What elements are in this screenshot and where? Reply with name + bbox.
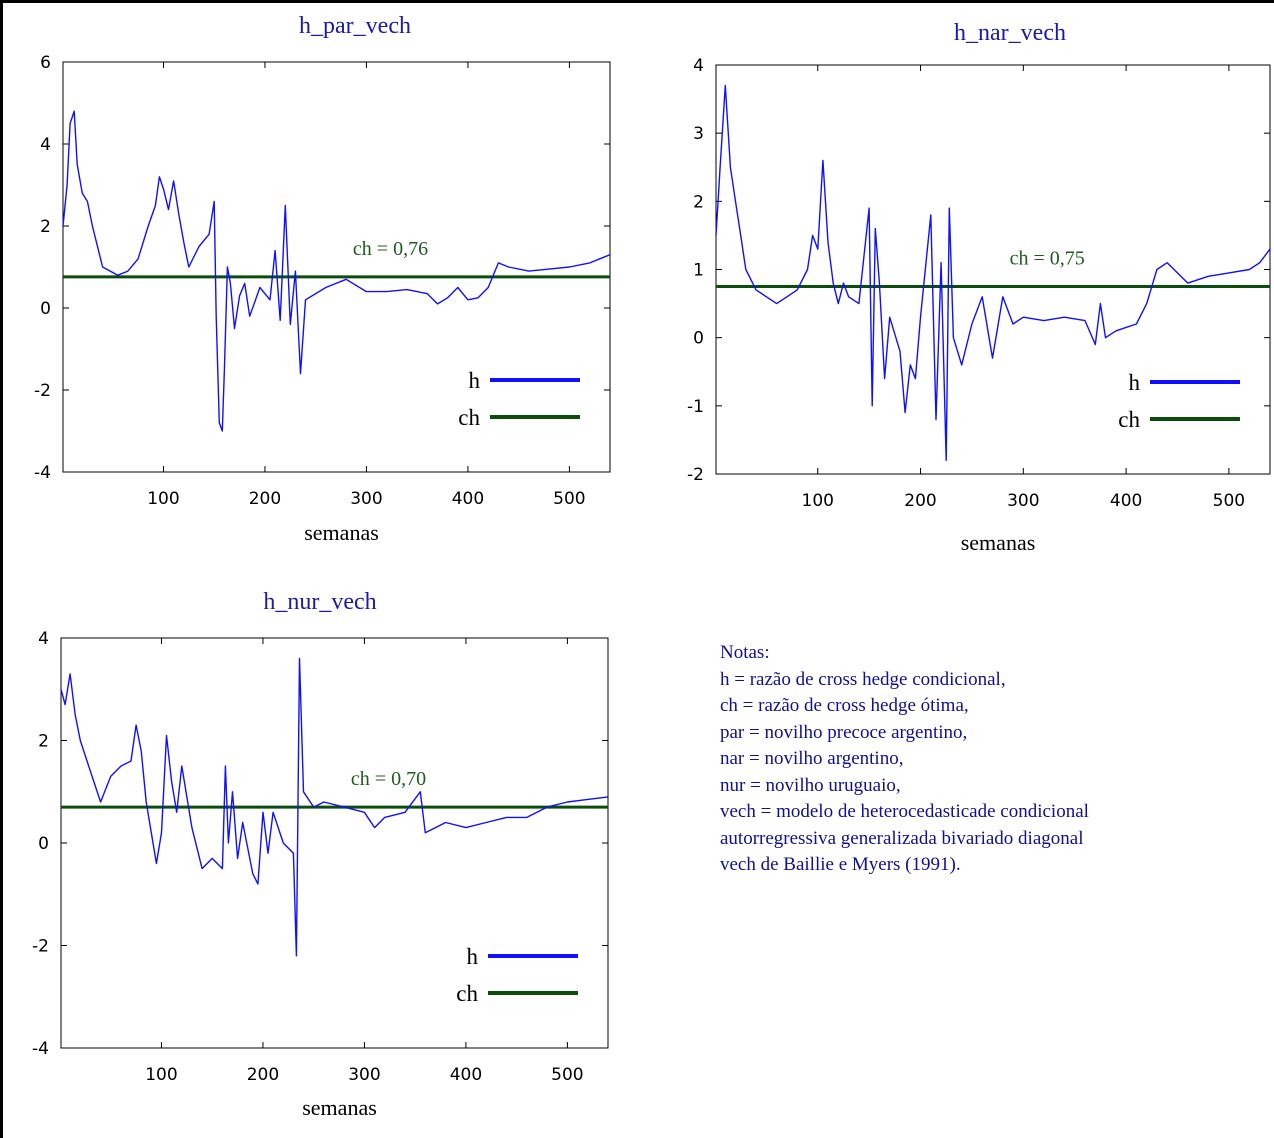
y-tick-label: -1	[687, 397, 704, 417]
y-tick-label: 0	[38, 834, 49, 854]
legend-label-ch: ch	[458, 405, 480, 430]
notes-line: ch = razão de cross hedge ótima,	[720, 695, 969, 716]
x-tick-label: 400	[452, 489, 484, 509]
notes-line: nar = novilho argentino,	[720, 748, 904, 769]
x-tick-label: 100	[145, 1065, 177, 1085]
x-axis-label: semanas	[961, 530, 1036, 555]
chart-h_par_vech: h_par_vech -4 -2 0 2 4 6 100 200 300 400 500 semanas…	[34, 13, 611, 545]
h-series-line	[60, 657, 609, 957]
y-tick-label: 1	[693, 261, 704, 281]
x-axis-label: semanas	[302, 1095, 377, 1120]
y-tick-label: 0	[40, 299, 51, 319]
ch-value-label: ch = 0,76	[353, 238, 428, 260]
y-tick-label: -2	[687, 465, 704, 485]
plot-frame	[60, 637, 609, 1049]
plot-frame	[715, 64, 1271, 475]
y-tick-label: -2	[34, 381, 51, 401]
notes-line: h = razão de cross hedge condicional,	[720, 668, 1006, 690]
x-axis-label: semanas	[304, 520, 379, 545]
ch-value-label: ch = 0,75	[1010, 248, 1085, 270]
x-tick-label: 500	[551, 1065, 583, 1085]
y-tick-label: -4	[32, 1039, 49, 1059]
x-tick-label: 100	[147, 489, 179, 509]
y-tick-label: 4	[38, 629, 49, 649]
chart-title: h_nur_vech	[263, 589, 376, 615]
legend-label-ch: ch	[456, 981, 478, 1006]
x-tick-label: 400	[1110, 491, 1142, 511]
chart-title: h_nar_vech	[954, 20, 1066, 46]
y-tick-label: 2	[38, 732, 49, 752]
y-tick-label: 3	[693, 124, 704, 144]
h-series-line	[62, 110, 611, 432]
y-tick-label: 6	[40, 53, 51, 73]
x-tick-label: 200	[249, 489, 281, 509]
notes-line: nur = novilho uruguaio,	[720, 774, 901, 796]
plot-frame	[62, 61, 611, 473]
notes-heading: Notas:	[720, 642, 770, 663]
y-tick-label: -2	[32, 937, 49, 957]
y-tick-label: 4	[40, 135, 51, 155]
notes-line: vech = modelo de heterocedasticade condi…	[720, 801, 1089, 822]
y-tick-label: 2	[40, 217, 51, 237]
chart-h_nar_vech: h_nar_vech -2 -1 0 1 2 3 4 100 200 300 400 500 semana…	[687, 20, 1271, 555]
legend-label-ch: ch	[1118, 407, 1140, 432]
notes-line: vech de Baillie e Myers (1991).	[720, 854, 961, 875]
chart-title: h_par_vech	[299, 13, 411, 39]
y-tick-label: 2	[693, 192, 704, 212]
y-tick-label: 4	[693, 56, 704, 76]
y-tick-label: 0	[693, 329, 704, 349]
x-tick-label: 100	[802, 491, 834, 511]
x-tick-label: 300	[348, 1065, 380, 1085]
notes-line: autorregressiva generalizada bivariado d…	[720, 827, 1084, 849]
h-series-line	[715, 84, 1271, 462]
x-tick-label: 300	[1007, 491, 1039, 511]
ch-value-label: ch = 0,70	[351, 768, 426, 790]
notes-line: par = novilho precoce argentino,	[720, 721, 968, 743]
y-tick-label: -4	[34, 463, 51, 483]
chart-h_nur_vech: h_nur_vech -4 -2 0 2 4 100 200 300 400 500 semanas c…	[32, 589, 609, 1120]
x-tick-label: 200	[247, 1065, 279, 1085]
notes-block: Notas: h = razão de cross hedge condicio…	[720, 640, 1260, 879]
x-tick-label: 500	[1213, 491, 1245, 511]
legend-label-h: h	[467, 944, 479, 969]
x-tick-label: 200	[904, 491, 936, 511]
x-tick-label: 400	[450, 1065, 482, 1085]
legend-label-h: h	[1129, 370, 1141, 395]
legend-label-h: h	[469, 368, 481, 393]
x-tick-label: 300	[350, 489, 382, 509]
x-tick-label: 500	[553, 489, 585, 509]
